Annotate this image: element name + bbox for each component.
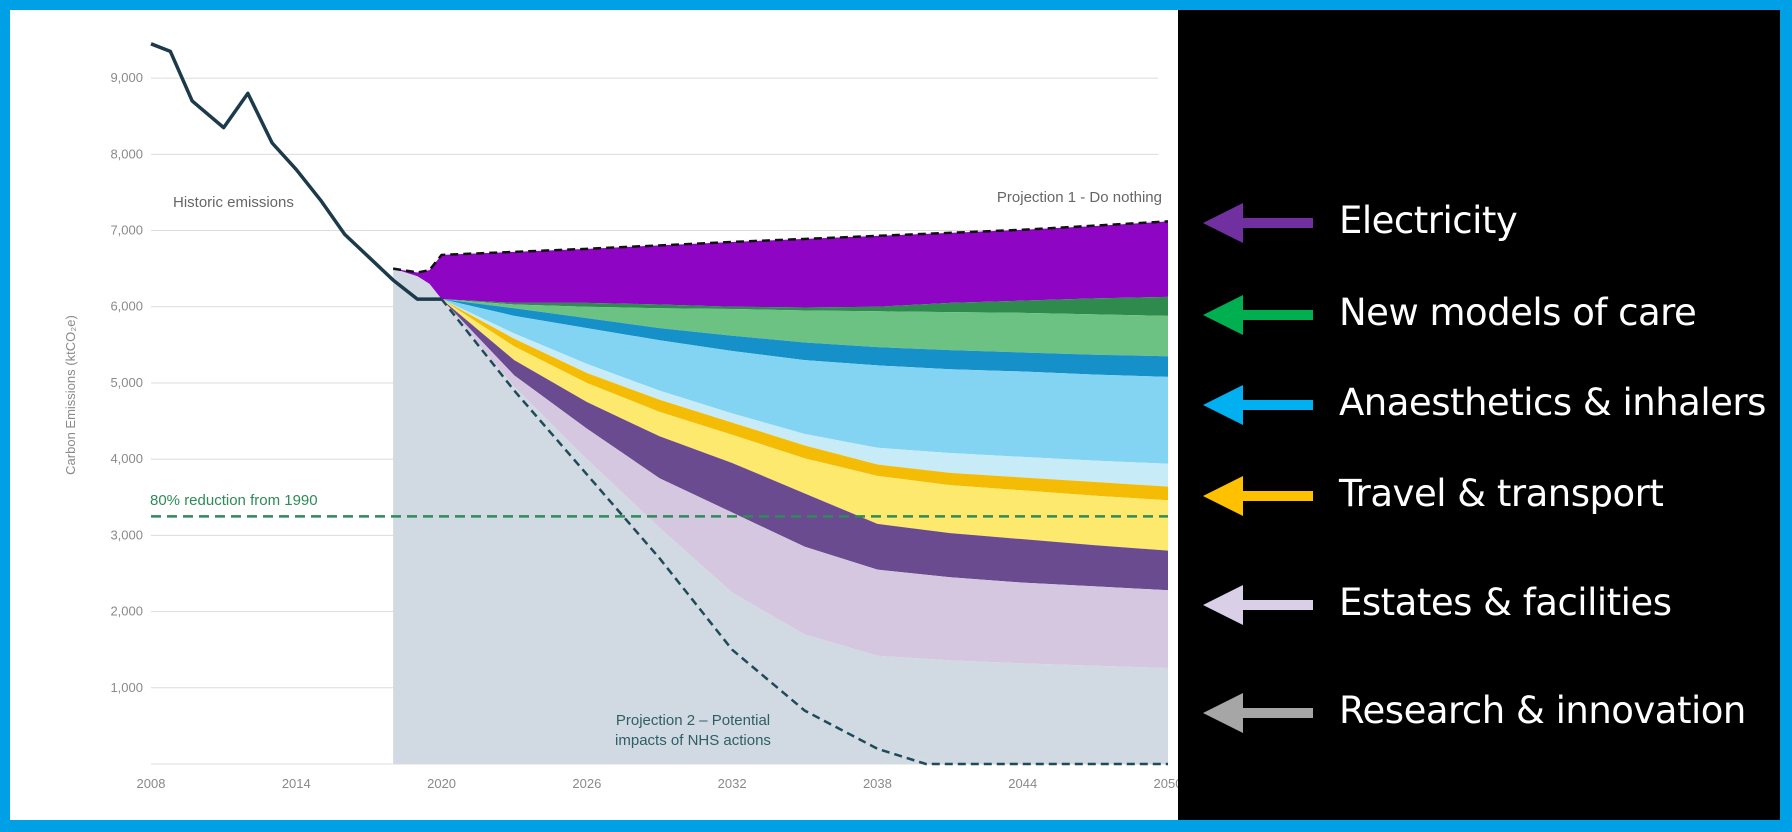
projection-2-label-line2: impacts of NHS actions [615,732,771,749]
x-tick-label: 2008 [137,776,166,791]
legend-item-anaesthetics-inhalers: Anaesthetics & inhalers [1203,375,1780,435]
x-tick-label: 2026 [572,776,601,791]
chart-card: 1,000 2,000 3,000 4,000 5,000 6,000 7,000 8,000… [10,10,1178,820]
legend-label: New models of care [1339,291,1697,334]
band-estates-facilities [393,268,1169,668]
left-arrow-icon [1203,476,1313,516]
axes: 2008 2014 2020 2026 2032 2038 2044 2050 [137,776,1178,791]
y-tick-label: 9,000 [110,70,143,85]
y-tick-label: 7,000 [110,223,143,238]
left-arrow-icon [1203,585,1313,625]
x-tick-label: 2038 [863,776,892,791]
band-research-base [393,268,1169,764]
historic-line [150,42,442,301]
projection-1-line [392,220,1169,274]
projection-1-label: Projection 1 - Do nothing [997,189,1162,206]
band-electricity2 [393,268,1169,316]
band-new-models-of-care [393,268,1169,357]
x-tick-label: 2014 [282,776,311,791]
target-label: 80% reduction from 1990 [150,492,318,509]
band-research-innovation [393,268,1169,764]
left-arrow-icon [1203,693,1313,733]
y-axis-label: Carbon Emissions (ktCO₂e) [63,315,78,475]
y-tick-label: 5,000 [110,375,143,390]
legend-label: Research & innovation [1339,689,1746,732]
legend-label: Electricity [1339,199,1518,242]
legend-item-new-models-of-care: New models of care [1203,285,1780,345]
series-lines [150,42,1169,766]
historic-emissions-label: Historic emissions [173,194,294,211]
legend-item-research-innovation: Research & innovation [1203,683,1780,743]
legend-label: Anaesthetics & inhalers [1339,381,1766,424]
legend-item-estates-facilities: Estates & facilities [1203,575,1780,635]
band-anaesthetics1 [393,268,1169,377]
x-tick-label: 2032 [718,776,747,791]
y-tick-label: 1,000 [110,680,143,695]
slide-panel: 1,000 2,000 3,000 4,000 5,000 6,000 7,000 8,000… [10,10,1780,820]
band-estates1 [393,268,1169,591]
band-travel2 [393,268,1169,551]
y-tick-label: 3,000 [110,527,143,542]
projection-2-label-line1: Projection 2 – Potential [616,712,770,729]
left-arrow-icon [1203,203,1313,243]
y-tick-label: 2,000 [110,604,143,619]
left-arrow-icon [1203,385,1313,425]
x-tick-label: 2050 [1154,776,1178,791]
legend: Electricity New models of care Anaesthetic… [1203,10,1780,820]
left-arrow-icon [1203,295,1313,335]
x-tick-label: 2020 [427,776,456,791]
band-anaesthetics3 [393,268,1169,487]
band-electricity [393,221,1169,308]
stacked-bands [393,221,1169,764]
y-tick-label: 4,000 [110,451,143,466]
band-anaesthetics-inhalers [393,268,1169,464]
y-tick-label: 6,000 [110,299,143,314]
legend-label: Travel & transport [1339,472,1664,515]
projection-2-line [440,298,1168,766]
legend-label: Estates & facilities [1339,581,1672,624]
legend-item-electricity: Electricity [1203,193,1780,253]
x-tick-label: 2044 [1008,776,1037,791]
y-tick-label: 8,000 [110,146,143,161]
legend-item-travel-transport: Travel & transport [1203,466,1780,526]
emissions-chart: 1,000 2,000 3,000 4,000 5,000 6,000 7,000 8,000… [63,42,1178,791]
